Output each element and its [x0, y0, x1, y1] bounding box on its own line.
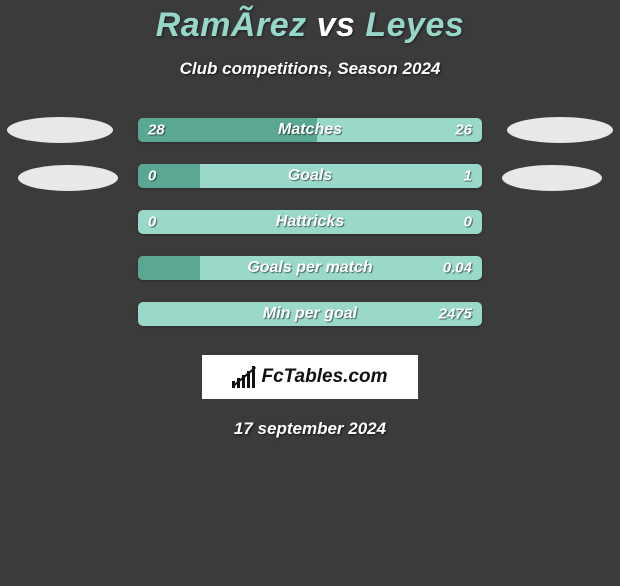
player-right-name: Leyes — [365, 6, 464, 44]
stat-right-value: 0.04 — [443, 260, 472, 277]
avatar-placeholder-right — [507, 117, 613, 143]
stats-container: 28 Matches 26 0 Goals 1 0 Hattricks 0 Goals per m… — [0, 107, 620, 337]
avatar-placeholder-right — [502, 165, 602, 191]
stat-label: Min per goal — [263, 305, 357, 323]
stat-left-value: 0 — [148, 214, 156, 231]
stat-left-value: 28 — [148, 122, 165, 139]
brand-box[interactable]: FcTables.com — [202, 355, 418, 399]
avatar-placeholder-left — [7, 117, 113, 143]
stat-row: Min per goal 2475 — [0, 291, 620, 337]
brand-text: FcTables.com — [261, 366, 387, 388]
stat-bar: Goals per match 0.04 — [138, 256, 482, 280]
stat-bar-fill — [138, 256, 200, 280]
stat-bar: 0 Goals 1 — [138, 164, 482, 188]
stat-right-value: 0 — [464, 214, 472, 231]
stat-right-value: 1 — [464, 168, 472, 185]
stat-right-value: 2475 — [439, 306, 472, 323]
stat-label: Matches — [278, 121, 342, 139]
stat-left-value: 0 — [148, 168, 156, 185]
page-title: RamÃ­rez vs Leyes — [0, 6, 620, 45]
stat-right-value: 26 — [455, 122, 472, 139]
stat-label: Goals per match — [247, 259, 372, 277]
stat-label: Hattricks — [276, 213, 344, 231]
stat-bar: 0 Hattricks 0 — [138, 210, 482, 234]
brand-chart-icon — [232, 366, 255, 388]
stat-row: 0 Goals 1 — [0, 153, 620, 199]
subtitle: Club competitions, Season 2024 — [0, 59, 620, 79]
stat-row: 28 Matches 26 — [0, 107, 620, 153]
stat-row: 0 Hattricks 0 — [0, 199, 620, 245]
footer-date: 17 september 2024 — [0, 419, 620, 439]
stat-bar: 28 Matches 26 — [138, 118, 482, 142]
stat-label: Goals — [288, 167, 332, 185]
stat-row: Goals per match 0.04 — [0, 245, 620, 291]
stat-bar: Min per goal 2475 — [138, 302, 482, 326]
avatar-placeholder-left — [18, 165, 118, 191]
vs-word: vs — [317, 6, 356, 44]
player-left-name: RamÃ­rez — [156, 6, 307, 44]
